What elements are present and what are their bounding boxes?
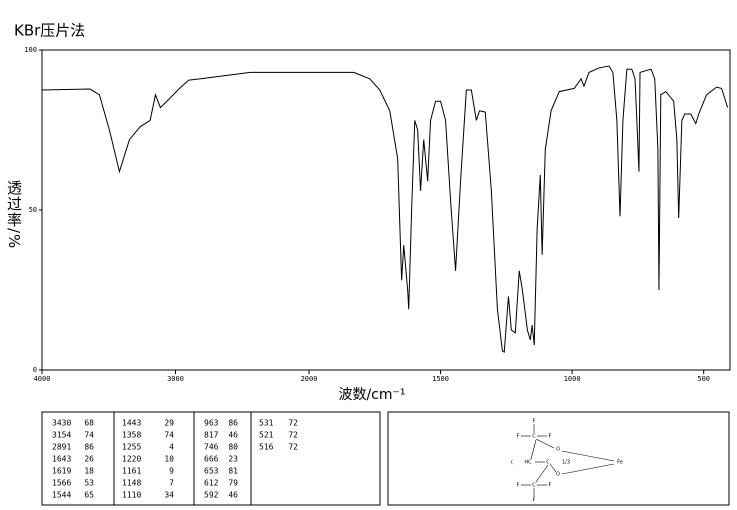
structure-bonds	[521, 424, 615, 497]
peak-transmittance: 53	[84, 479, 94, 488]
x-tick-label: 500	[697, 375, 710, 383]
structure-label: C	[532, 434, 536, 440]
peak-wavenumber: 653	[204, 467, 219, 476]
table-frame	[41, 411, 381, 506]
structure-label: Fe	[617, 460, 623, 466]
peak-wavenumber: 1110	[122, 491, 141, 500]
peak-wavenumber: 1255	[122, 443, 141, 452]
peak-transmittance: 72	[288, 419, 298, 428]
peak-wavenumber: 531	[259, 419, 274, 428]
peak-wavenumber: 963	[204, 419, 219, 428]
peak-wavenumber: 1358	[122, 431, 141, 440]
structure-label: F	[517, 434, 520, 440]
peak-transmittance: 81	[228, 467, 238, 476]
peak-transmittance: 86	[228, 419, 238, 428]
peak-wavenumber: 612	[204, 479, 219, 488]
peak-wavenumber: 817	[204, 431, 219, 440]
x-axis-label: 波数/cm⁻¹	[338, 387, 405, 403]
peak-transmittance: 7	[169, 479, 174, 488]
peak-transmittance: 68	[84, 419, 94, 428]
x-tick-label: 4000	[34, 375, 51, 383]
structure-label: F	[549, 434, 552, 440]
structure-label: F	[533, 419, 536, 425]
peak-wavenumber: 1148	[122, 479, 141, 488]
peak-transmittance: 46	[228, 431, 238, 440]
peak-transmittance: 26	[84, 455, 94, 464]
x-tick-label: 2000	[301, 375, 318, 383]
structure-label: F	[533, 498, 536, 504]
peak-wavenumber: 3154	[52, 431, 71, 440]
peak-wavenumber: 592	[204, 491, 219, 500]
peak-transmittance: 74	[84, 431, 94, 440]
peak-wavenumber: 2891	[52, 443, 71, 452]
structure-label: HC	[524, 460, 532, 466]
structure-label: O	[556, 447, 560, 453]
peak-transmittance: 18	[84, 467, 94, 476]
peak-wavenumber: 1619	[52, 467, 71, 476]
x-tick-label: 1000	[564, 375, 581, 383]
y-tick-label: 100	[24, 46, 37, 54]
structure-label: O	[556, 472, 560, 478]
structure-label: C	[532, 483, 536, 489]
peak-wavenumber: 666	[204, 455, 219, 464]
spectrum-line	[41, 65, 729, 353]
peak-wavenumber: 3430	[52, 419, 71, 428]
peak-transmittance: 72	[288, 443, 298, 452]
x-tick-label: 1500	[432, 375, 449, 383]
y-tick-label: 50	[29, 206, 37, 214]
peak-transmittance: 23	[228, 455, 238, 464]
peak-wavenumber: 521	[259, 431, 274, 440]
structure-label: F	[549, 483, 552, 489]
chart-title: KBr压片法	[14, 22, 85, 40]
peak-transmittance: 80	[228, 443, 238, 452]
peak-wavenumber: 1443	[122, 419, 141, 428]
x-tick-label: 3000	[167, 375, 184, 383]
y-axis-label: 透过率/%	[5, 180, 23, 250]
y-tick-label: 0	[33, 366, 37, 374]
structure-label: (	[511, 460, 513, 466]
peak-transmittance: 74	[164, 431, 174, 440]
peak-transmittance: 9	[169, 467, 174, 476]
peak-transmittance: 29	[164, 419, 174, 428]
peak-wavenumber: 746	[204, 443, 219, 452]
peak-wavenumber: 1544	[52, 491, 71, 500]
peak-wavenumber: 1566	[52, 479, 71, 488]
peak-transmittance: 72	[288, 431, 298, 440]
peak-wavenumber: 1161	[122, 467, 141, 476]
structure-label: F	[517, 483, 520, 489]
peak-wavenumber: 1643	[52, 455, 71, 464]
structure-frame	[387, 411, 730, 506]
peak-transmittance: 79	[228, 479, 238, 488]
plot-frame	[41, 49, 731, 371]
peak-transmittance: 86	[84, 443, 94, 452]
peak-transmittance: 46	[228, 491, 238, 500]
peak-transmittance: 10	[164, 455, 174, 464]
structure-label: C	[546, 460, 550, 466]
structure-label: 1/3	[562, 460, 570, 466]
peak-transmittance: 65	[84, 491, 94, 500]
peak-transmittance: 34	[164, 491, 174, 500]
peak-wavenumber: 516	[259, 443, 274, 452]
peak-wavenumber: 1220	[122, 455, 141, 464]
peak-transmittance: 4	[169, 443, 174, 452]
